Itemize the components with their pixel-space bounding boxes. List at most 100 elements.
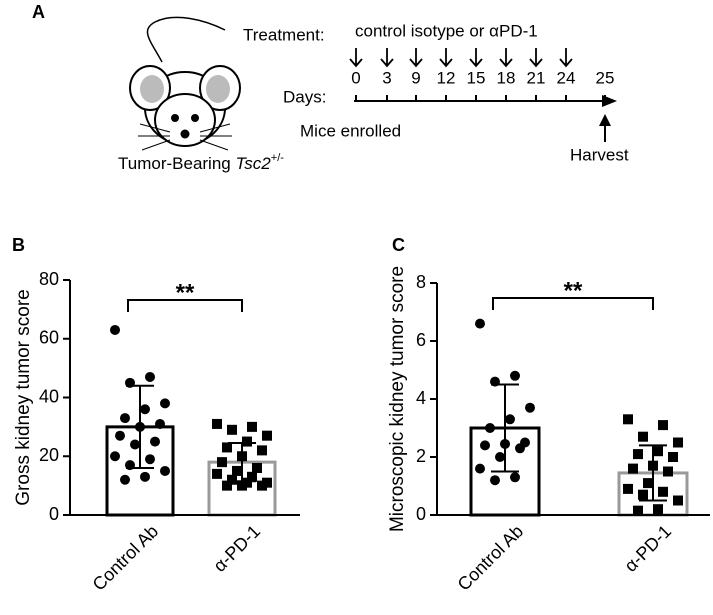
data-point — [115, 430, 125, 441]
data-point — [110, 451, 120, 462]
data-point — [125, 377, 135, 388]
data-point — [633, 449, 643, 460]
treatment-arrow — [559, 48, 573, 68]
data-point — [222, 480, 232, 491]
x-tick-label: Control Ab — [89, 521, 163, 595]
data-point — [490, 475, 500, 486]
data-point — [510, 472, 520, 483]
harvest-arrowhead — [599, 114, 611, 126]
y-tick-label: 40 — [39, 386, 59, 406]
harvest-label: Harvest — [570, 145, 629, 164]
data-point — [673, 437, 683, 448]
treatment-arrow — [469, 48, 483, 68]
significance-bracket — [492, 297, 654, 310]
y-tick-label: 6 — [416, 330, 426, 350]
treatment-arrow — [439, 48, 453, 68]
significance-label: ** — [564, 277, 583, 304]
treatment-text: control isotype or αPD-1 — [355, 21, 538, 40]
data-point — [495, 452, 505, 462]
data-point — [668, 452, 678, 462]
x-tick-label: Control Ab — [454, 521, 528, 595]
data-point — [237, 451, 247, 462]
data-point — [160, 465, 170, 476]
data-point — [638, 431, 648, 442]
panel-letter: B — [12, 235, 25, 255]
data-point — [515, 443, 525, 454]
y-tick-label: 4 — [416, 388, 426, 408]
data-point — [222, 442, 232, 453]
data-point — [475, 318, 485, 329]
data-point — [505, 414, 515, 425]
x-tick-label: α-PD-1 — [620, 521, 675, 576]
data-point — [628, 463, 638, 474]
day-label: 21 — [527, 68, 546, 87]
mouse-label: Tumor-Bearing Tsc2+/- — [118, 152, 284, 174]
data-point — [500, 438, 510, 449]
data-point — [648, 460, 658, 471]
treatment-label: Treatment: — [243, 25, 325, 44]
data-point — [145, 371, 155, 382]
treatment-arrow — [349, 48, 363, 68]
data-point — [653, 446, 663, 457]
y-axis-label: Microscopic kidney tumor score — [387, 266, 408, 532]
y-tick-label: 0 — [49, 504, 59, 524]
data-point — [663, 466, 673, 477]
y-tick-label: 80 — [39, 269, 59, 289]
treatment-arrow — [380, 48, 394, 68]
y-axis-label: Gross kidney tumor score — [13, 289, 34, 505]
y-tick-label: 0 — [416, 504, 426, 524]
mouse-label-text: Tumor-Bearing — [118, 154, 231, 173]
genotype: +/- — [271, 152, 284, 164]
x-tick-label: α-PD-1 — [209, 521, 264, 576]
treatment-arrow — [499, 48, 513, 68]
day-label: 0 — [351, 68, 360, 87]
mouse-illustration — [129, 16, 241, 151]
data-point — [145, 454, 155, 465]
data-point — [658, 486, 668, 497]
data-point — [257, 445, 267, 456]
data-point — [120, 413, 130, 424]
day-label: 25 — [596, 68, 615, 87]
data-point — [150, 436, 160, 447]
data-point — [155, 418, 165, 429]
day-label: 24 — [557, 68, 576, 87]
data-point — [623, 483, 633, 494]
data-point — [217, 457, 227, 468]
enrolled-label: Mice enrolled — [300, 121, 401, 140]
data-point — [130, 439, 140, 450]
significance-label: ** — [176, 279, 195, 306]
data-point — [212, 418, 222, 429]
data-point — [262, 430, 272, 441]
data-point — [510, 370, 520, 381]
panel-letter: C — [392, 235, 405, 255]
data-point — [212, 468, 222, 479]
data-point — [125, 460, 135, 471]
data-point — [232, 465, 242, 476]
gene-name: Tsc2 — [235, 154, 271, 173]
data-point — [227, 424, 237, 435]
y-tick-label: 20 — [39, 445, 59, 465]
data-point — [227, 474, 237, 485]
data-point — [252, 463, 262, 473]
data-point — [658, 420, 668, 431]
data-point — [140, 471, 150, 482]
treatment-arrow — [409, 48, 423, 68]
data-point — [237, 480, 247, 491]
panel-letter: A — [32, 2, 45, 22]
data-point — [160, 398, 170, 409]
y-tick-label: 60 — [39, 328, 59, 348]
data-point — [480, 440, 490, 451]
data-point — [242, 436, 252, 447]
data-point — [490, 376, 500, 387]
data-point — [120, 474, 130, 485]
data-point — [623, 414, 633, 425]
data-point — [485, 423, 495, 433]
day-label: 3 — [382, 68, 391, 87]
data-point — [247, 471, 257, 482]
y-tick-label: 8 — [416, 272, 426, 292]
data-point — [475, 463, 485, 474]
day-label: 9 — [411, 68, 420, 87]
data-point — [135, 421, 145, 432]
data-point — [673, 495, 683, 506]
data-point — [110, 324, 120, 335]
